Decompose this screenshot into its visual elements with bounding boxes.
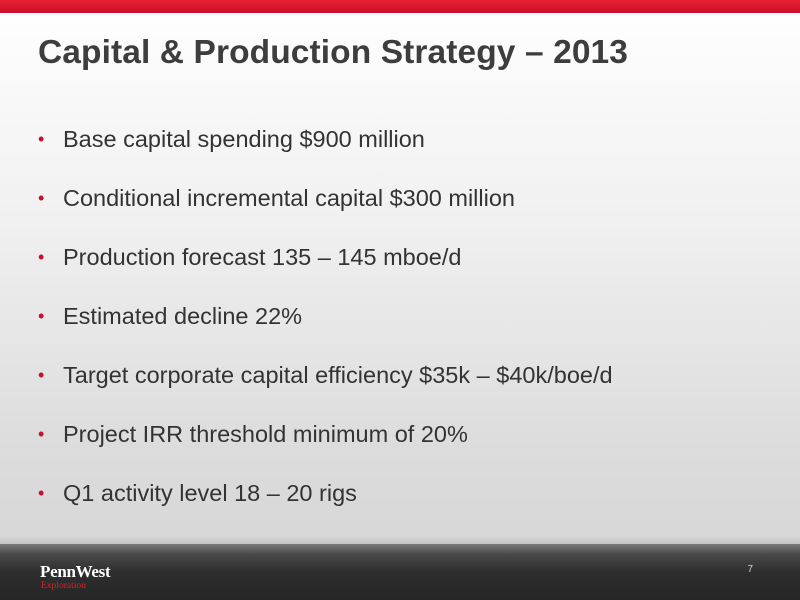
bullet-icon: • bbox=[38, 365, 45, 385]
bullet-icon: • bbox=[38, 483, 45, 503]
bullet-icon: • bbox=[38, 424, 45, 444]
slide-title: Capital & Production Strategy – 2013 bbox=[38, 34, 629, 71]
bullet-text: Base capital spending $900 million bbox=[63, 126, 425, 152]
bullet-icon: • bbox=[38, 129, 45, 149]
pennwest-logo: PennWest Exploration bbox=[40, 562, 111, 592]
page-number: 7 bbox=[747, 564, 753, 575]
footer-bar bbox=[0, 544, 800, 600]
bullet-item: • Q1 activity level 18 – 20 rigs bbox=[38, 474, 613, 533]
logo-subtitle: Exploration bbox=[41, 581, 86, 591]
bullet-icon: • bbox=[38, 247, 45, 267]
logo-name: PennWest bbox=[40, 562, 111, 581]
bullet-item: • Production forecast 135 – 145 mboe/d bbox=[38, 238, 613, 297]
bullet-item: • Base capital spending $900 million bbox=[38, 120, 613, 179]
bullet-text: Target corporate capital efficiency $35k… bbox=[63, 362, 613, 388]
bullet-icon: • bbox=[38, 306, 45, 326]
bullet-item: • Target corporate capital efficiency $3… bbox=[38, 356, 613, 415]
bullet-text: Production forecast 135 – 145 mboe/d bbox=[63, 244, 462, 270]
bullet-text: Q1 activity level 18 – 20 rigs bbox=[63, 480, 357, 506]
top-accent-bar bbox=[0, 0, 800, 13]
bullet-icon: • bbox=[38, 188, 45, 208]
bullet-text: Estimated decline 22% bbox=[63, 303, 303, 329]
bullet-item: • Project IRR threshold minimum of 20% bbox=[38, 415, 613, 474]
bullet-list: • Base capital spending $900 million • C… bbox=[38, 120, 613, 533]
bullet-item: • Conditional incremental capital $300 m… bbox=[38, 179, 613, 238]
footer-shadow bbox=[0, 536, 800, 546]
bullet-item: • Estimated decline 22% bbox=[38, 297, 613, 356]
bullet-text: Conditional incremental capital $300 mil… bbox=[63, 185, 515, 211]
bullet-text: Project IRR threshold minimum of 20% bbox=[63, 421, 468, 447]
